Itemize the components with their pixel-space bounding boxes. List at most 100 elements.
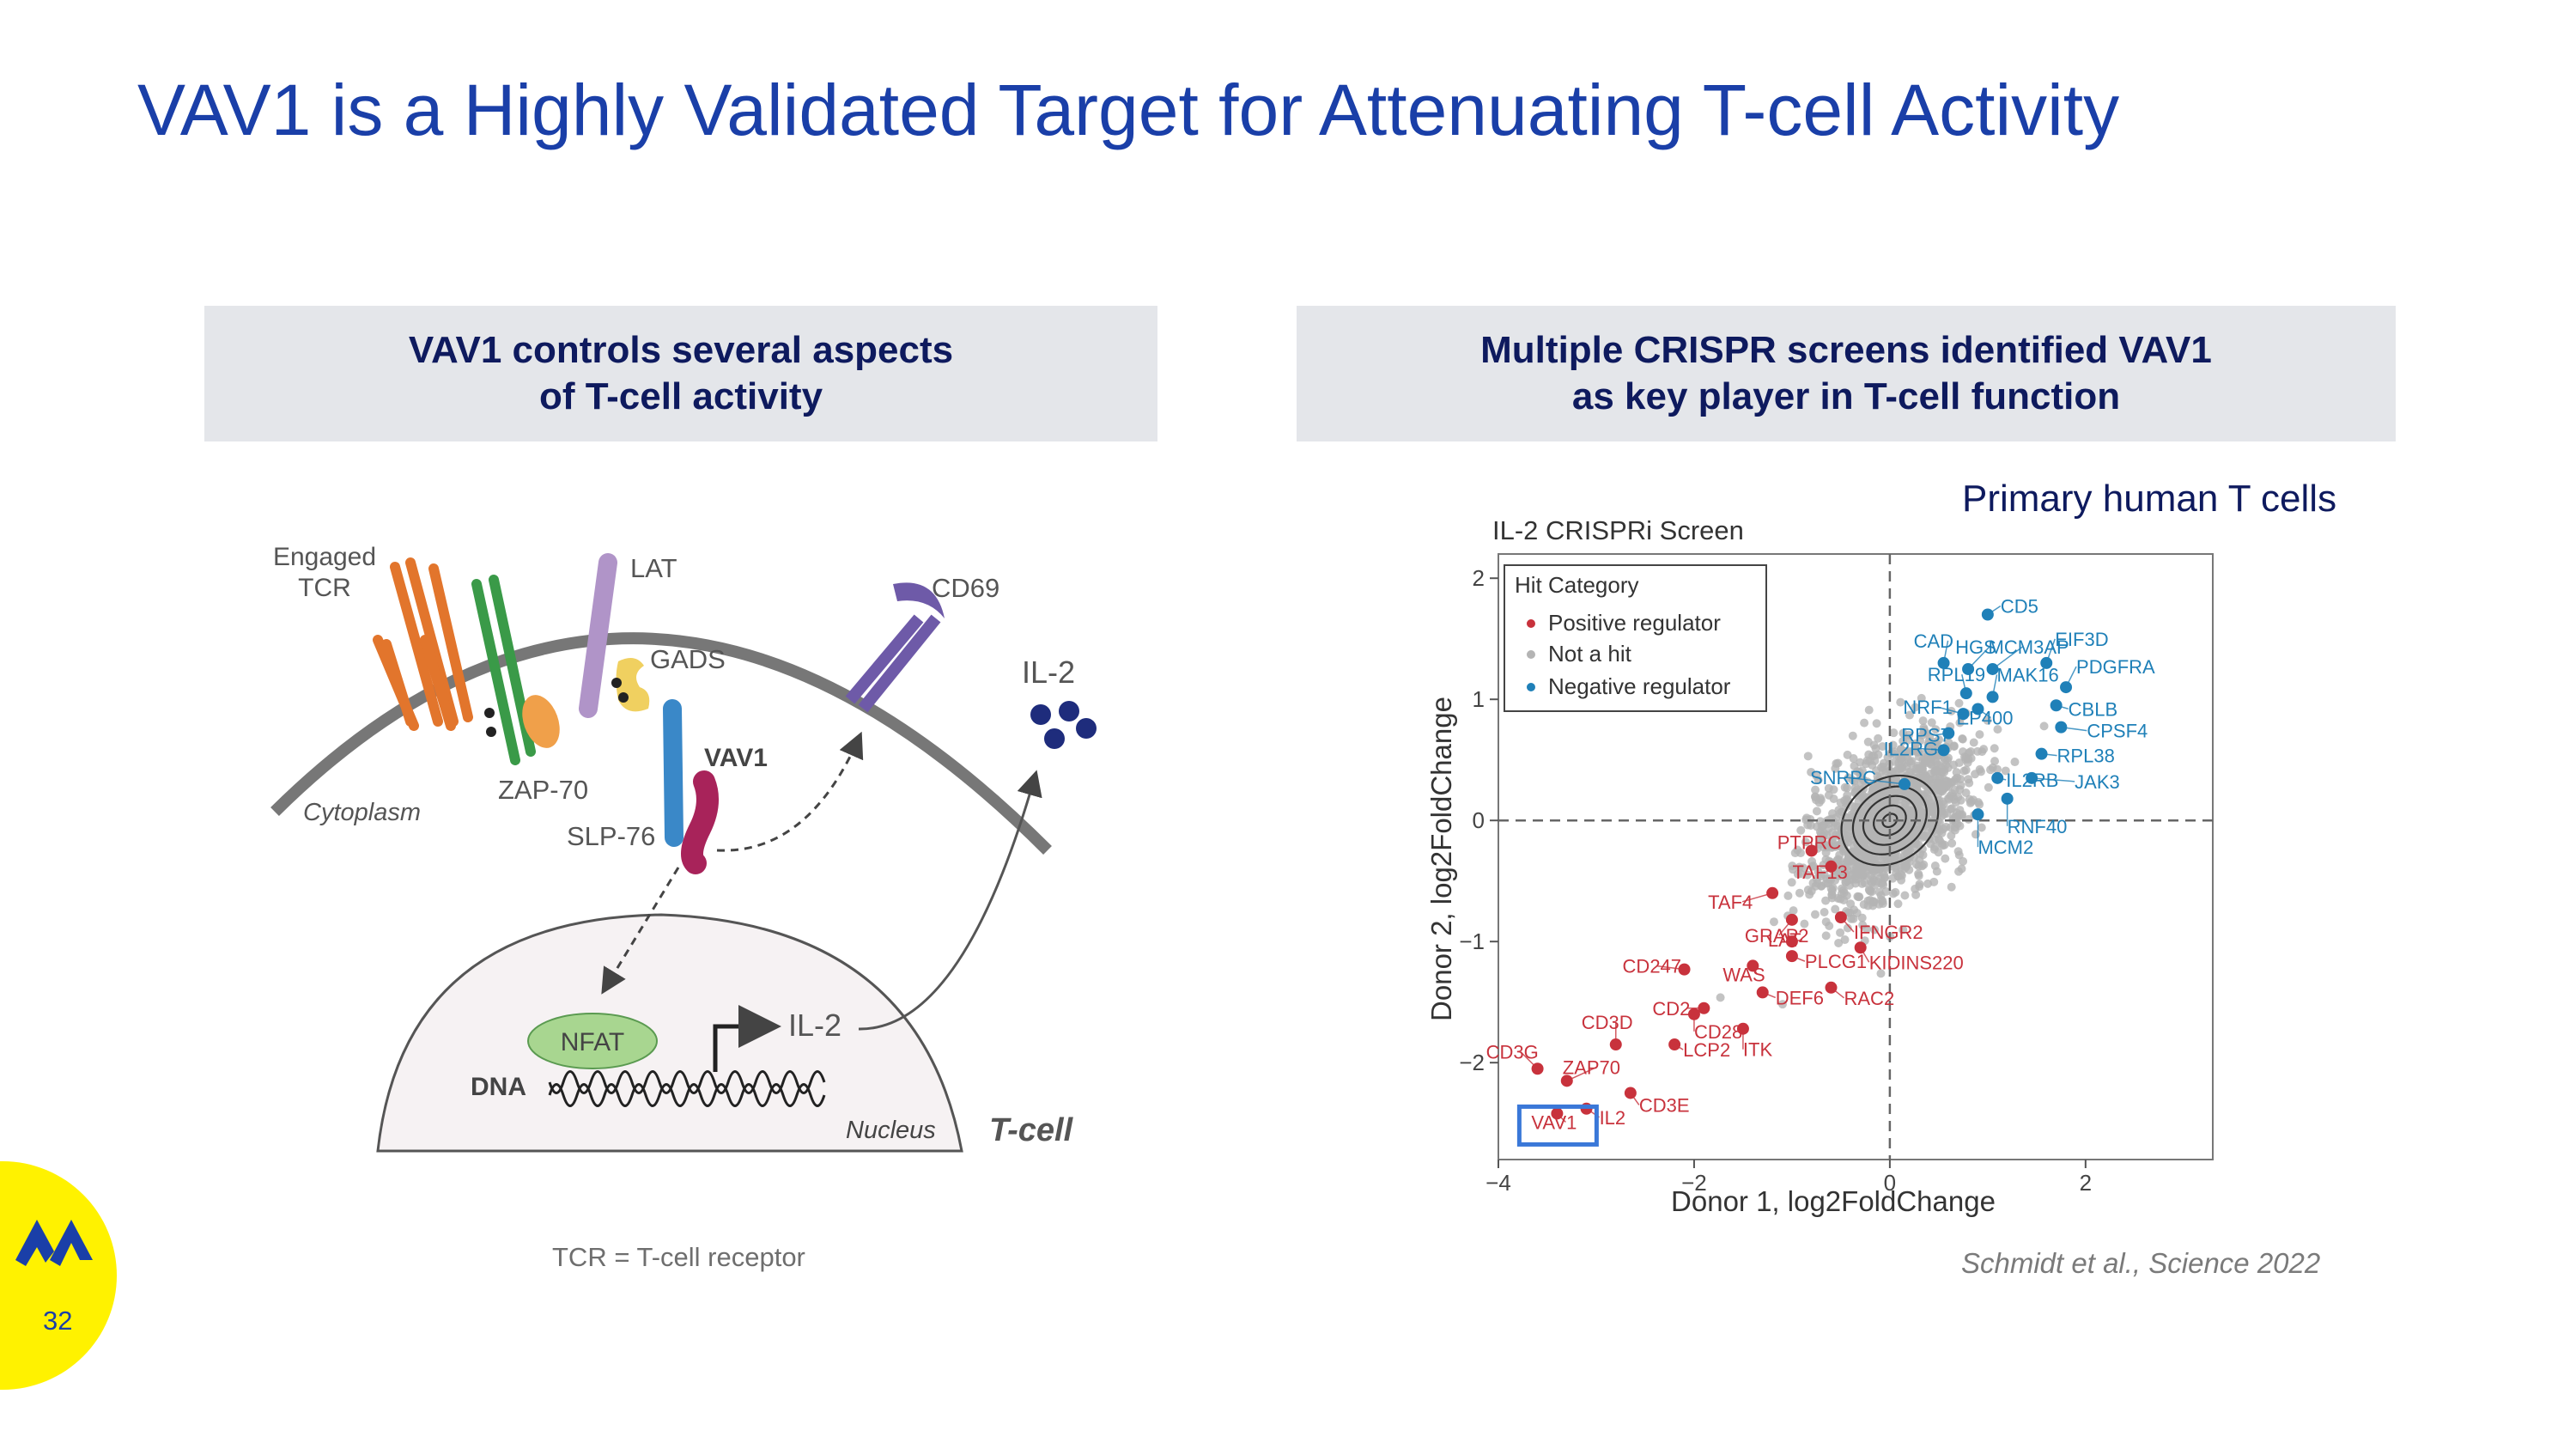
not-hit-point bbox=[1971, 770, 1980, 779]
not-hit-point bbox=[1843, 923, 1852, 933]
not-hit-point bbox=[1909, 746, 1918, 756]
left-panel-header-text: VAV1 controls several aspects of T-cell … bbox=[408, 329, 954, 417]
not-hit-point bbox=[1895, 764, 1905, 773]
not-hit-point bbox=[1876, 845, 1886, 855]
not-hit-point bbox=[1855, 869, 1864, 879]
crispr-scatter-chart: IL-2 CRISPRi Screen −4 −2 0 2 −2 −1 0 1 2 Hit Ca… bbox=[1425, 515, 2214, 1217]
arrow-to-cd69 bbox=[716, 731, 864, 852]
not-hit-point bbox=[1849, 914, 1858, 923]
not-hit-point bbox=[1832, 758, 1841, 768]
not-hit-point bbox=[1831, 875, 1840, 885]
not-hit-point bbox=[1950, 825, 1959, 835]
not-hit-point bbox=[1801, 837, 1810, 847]
gene-label-rps7: RPS7 bbox=[1901, 725, 1950, 746]
label-leader bbox=[1997, 777, 2007, 781]
not-hit-point bbox=[1919, 831, 1929, 840]
gene-label-snrpc: SNRPC bbox=[1810, 767, 1876, 788]
gene-label-cd3e: CD3E bbox=[1639, 1094, 1690, 1116]
not-hit-point bbox=[1841, 878, 1850, 887]
right-panel-header: Multiple CRISPR screens identified VAV1 … bbox=[1297, 306, 2396, 441]
not-hit-point bbox=[1838, 886, 1848, 895]
not-hit-point bbox=[1819, 831, 1828, 841]
citation: Schmidt et al., Science 2022 bbox=[1961, 1247, 2321, 1279]
company-logo-badge bbox=[0, 1161, 117, 1390]
label-dna: DNA bbox=[471, 1073, 526, 1101]
y-tick-label: 0 bbox=[1473, 807, 1485, 833]
label-leader bbox=[1860, 947, 1870, 963]
not-hit-point bbox=[1961, 765, 1971, 775]
not-hit-point bbox=[2039, 721, 2049, 731]
label-leader bbox=[1840, 916, 1855, 933]
not-hit-point bbox=[1855, 767, 1864, 776]
left-panel-header: VAV1 controls several aspects of T-cell … bbox=[204, 306, 1157, 441]
x-tick-label: 0 bbox=[1884, 1170, 1896, 1196]
gene-label-eif3d: EIF3D bbox=[2055, 629, 2108, 650]
not-hit-point bbox=[1860, 836, 1869, 845]
not-hit-point bbox=[1937, 828, 1947, 837]
label-engaged-tcr: Engaged TCR bbox=[273, 543, 376, 602]
gene-label-def6: DEF6 bbox=[1776, 987, 1824, 1008]
gene-label-cd247: CD247 bbox=[1623, 956, 1681, 977]
plot-frame bbox=[1498, 553, 2214, 1160]
not-hit-point bbox=[1900, 891, 1910, 900]
not-hit-point bbox=[2001, 766, 2010, 776]
gene-label-cad: CAD bbox=[1914, 630, 1953, 652]
not-hit-point bbox=[1931, 725, 1941, 734]
not-hit-point bbox=[1870, 925, 1880, 935]
not-hit-point bbox=[1934, 848, 1943, 857]
not-hit-point bbox=[1865, 886, 1874, 895]
gene-label-jak3: JAK3 bbox=[2075, 771, 2120, 793]
not-hit-point bbox=[1795, 888, 1804, 898]
not-hit-point bbox=[1883, 752, 1893, 762]
gene-label-vav1: VAV1 bbox=[1531, 1111, 1577, 1133]
gene-label-ptprc: PTPRC bbox=[1777, 831, 1842, 853]
density-contours bbox=[1840, 774, 1940, 867]
gene-label-pdgfra: PDGFRA bbox=[2076, 656, 2155, 678]
not-hit-point bbox=[1814, 867, 1823, 876]
label-leader bbox=[2056, 704, 2069, 709]
label-il2-gene: IL-2 bbox=[788, 1008, 841, 1043]
not-hit-point bbox=[1844, 821, 1854, 831]
not-hit-point bbox=[1831, 904, 1840, 914]
not-hit-point bbox=[1874, 734, 1883, 743]
not-hit-point bbox=[1812, 807, 1821, 816]
label-tcell: T-cell bbox=[989, 1112, 1074, 1148]
not-hit-point bbox=[1975, 800, 1984, 809]
label-leader bbox=[1762, 991, 1777, 999]
not-hit-point bbox=[1926, 823, 1935, 832]
not-hit-point bbox=[1810, 910, 1820, 919]
right-panel-header-text: Multiple CRISPR screens identified VAV1 … bbox=[1480, 329, 2212, 417]
label-nfat: NFAT bbox=[561, 1028, 624, 1056]
not-hit-point bbox=[1927, 718, 1936, 728]
not-hit-point bbox=[1914, 871, 1923, 880]
y-tick-label: −2 bbox=[1459, 1050, 1485, 1075]
gene-label-mcm3ap: MCM3AP bbox=[1989, 636, 2069, 658]
label-leader bbox=[1937, 706, 1964, 715]
gene-label-cd3g: CD3G bbox=[1486, 1041, 1539, 1062]
not-hit-point bbox=[1956, 781, 1965, 790]
label-cd69: CD69 bbox=[932, 573, 999, 603]
not-hit-point bbox=[1888, 889, 1898, 898]
not-hit-point bbox=[1789, 906, 1798, 916]
legend-entry-not-hit: Not a hit bbox=[1548, 641, 1632, 667]
not-hit-point bbox=[1961, 788, 1971, 798]
x-axis-label: Donor 1, log2FoldChange bbox=[1671, 1185, 1996, 1217]
label-zap70: ZAP-70 bbox=[498, 775, 588, 805]
not-hit-point bbox=[1807, 767, 1816, 776]
not-hit-point bbox=[1825, 921, 1834, 930]
gene-label-zap70: ZAP70 bbox=[1563, 1056, 1620, 1078]
cell-membrane bbox=[270, 632, 1052, 855]
not-hit-point bbox=[1922, 772, 1931, 782]
not-hit-point bbox=[1796, 869, 1806, 879]
not-hit-point bbox=[1807, 886, 1816, 896]
not-hit-point bbox=[1843, 783, 1852, 793]
contour-ring bbox=[1862, 795, 1917, 846]
legend-title: Hit Category bbox=[1515, 572, 1639, 598]
label-leader bbox=[1520, 1050, 1539, 1069]
gene-label-rpl19: RPL19 bbox=[1928, 664, 1985, 685]
gene-label-hgs: HGS bbox=[1955, 636, 1996, 658]
il2-secreted-dots bbox=[1030, 701, 1097, 749]
not-hit-point bbox=[1902, 861, 1911, 871]
not-hit-point bbox=[1864, 705, 1874, 715]
